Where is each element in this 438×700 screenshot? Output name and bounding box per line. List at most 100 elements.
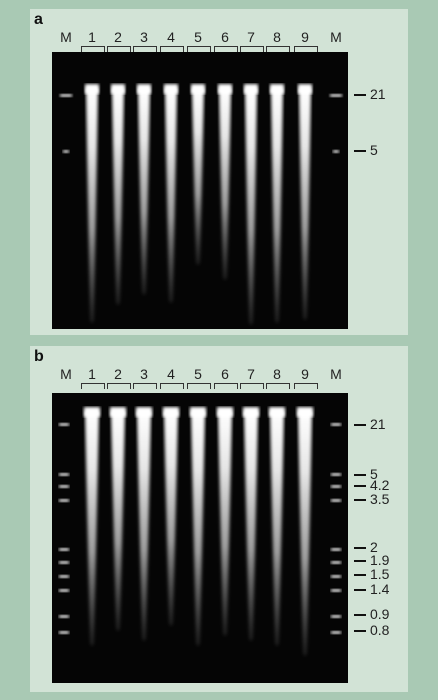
ladder-band: [59, 575, 69, 578]
sample-lane-smear: [165, 88, 177, 303]
ladder-band: [59, 473, 69, 476]
lane-label: 1: [88, 29, 96, 45]
well-band: [190, 407, 206, 417]
well-band: [243, 407, 259, 417]
lane-label: M: [60, 366, 72, 382]
sample-lane-smear: [218, 411, 232, 636]
sample-lane-smear: [137, 411, 151, 641]
lane-label: 5: [194, 366, 202, 382]
size-marker-label: 1.9: [370, 552, 390, 568]
gel-image: [52, 393, 348, 683]
well-band: [136, 407, 152, 417]
lane-bracket: [187, 383, 211, 389]
well-band: [164, 84, 178, 94]
sample-lane-smear: [270, 411, 284, 646]
well-band: [270, 84, 284, 94]
ladder-band: [331, 548, 341, 551]
size-marker-label: 0.9: [370, 606, 390, 622]
well-band: [269, 407, 285, 417]
well-band: [244, 84, 258, 94]
lane-bracket: [81, 46, 105, 52]
lane-label: 8: [273, 29, 281, 45]
lane-bracket: [266, 383, 290, 389]
sample-lane-smear: [245, 88, 257, 325]
lane-bracket: [240, 46, 264, 52]
size-marker-label: 1.5: [370, 566, 390, 582]
sample-lane-smear: [271, 88, 283, 323]
ladder-band: [59, 615, 69, 618]
well-band: [218, 84, 232, 94]
ladder-band: [331, 423, 341, 426]
ladder-band: [59, 561, 69, 564]
size-marker-tick: [354, 485, 366, 487]
lane-bracket: [214, 383, 238, 389]
sample-lane-smear: [244, 411, 258, 641]
sample-lane-smear: [138, 88, 150, 295]
lane-bracket: [81, 383, 105, 389]
sample-lane-smear: [85, 411, 99, 646]
lane-label: 9: [301, 29, 309, 45]
ladder-band: [59, 589, 69, 592]
lane-bracket: [187, 46, 211, 52]
sample-lane-smear: [164, 411, 178, 626]
lane-label: 4: [167, 366, 175, 382]
well-band: [298, 84, 312, 94]
lane-label: 3: [140, 366, 148, 382]
ladder-band: [59, 499, 69, 502]
lane-bracket: [294, 383, 318, 389]
size-marker-label: 0.8: [370, 622, 390, 638]
lane-bracket: [294, 46, 318, 52]
sample-lane-smear: [86, 88, 98, 323]
lane-label: 3: [140, 29, 148, 45]
size-marker-label: 4.2: [370, 477, 390, 493]
lane-bracket: [266, 46, 290, 52]
lane-bracket: [240, 383, 264, 389]
size-marker-label: 5: [370, 142, 378, 158]
ladder-band: [59, 485, 69, 488]
lane-bracket: [160, 46, 184, 52]
well-band: [217, 407, 233, 417]
gel-image: [52, 52, 348, 329]
size-marker-label: 3.5: [370, 491, 390, 507]
ladder-band: [333, 150, 339, 153]
lane-label: 2: [114, 366, 122, 382]
ladder-band: [331, 561, 341, 564]
gel-image-b: [59, 407, 341, 656]
ladder-band: [331, 575, 341, 578]
well-band: [137, 84, 151, 94]
sample-lane-smear: [112, 88, 124, 305]
lane-bracket: [107, 383, 131, 389]
lane-label: 6: [221, 366, 229, 382]
lane-label: 1: [88, 366, 96, 382]
well-band: [110, 407, 126, 417]
size-marker-tick: [354, 614, 366, 616]
ladder-band: [331, 631, 341, 634]
size-marker-tick: [354, 474, 366, 476]
well-band: [191, 84, 205, 94]
size-marker-tick: [354, 560, 366, 562]
ladder-band: [331, 615, 341, 618]
size-marker-label: 1.4: [370, 581, 390, 597]
lane-bracket: [214, 46, 238, 52]
ladder-band: [330, 94, 342, 97]
size-marker-label: 2: [370, 539, 378, 555]
sample-lane-smear: [192, 88, 204, 265]
gel-image-a: [60, 84, 342, 325]
ladder-band: [331, 499, 341, 502]
lane-label: 2: [114, 29, 122, 45]
size-marker-label: 21: [370, 416, 386, 432]
size-marker-tick: [354, 547, 366, 549]
sample-lane-smear: [299, 88, 311, 320]
ladder-band: [331, 589, 341, 592]
sample-lane-smear: [219, 88, 231, 280]
ladder-band: [59, 423, 69, 426]
sample-lane-smear: [111, 411, 125, 631]
size-marker-tick: [354, 630, 366, 632]
well-band: [297, 407, 313, 417]
lane-bracket: [160, 383, 184, 389]
lane-label: 5: [194, 29, 202, 45]
panel-letter: a: [34, 11, 43, 28]
ladder-band: [331, 473, 341, 476]
